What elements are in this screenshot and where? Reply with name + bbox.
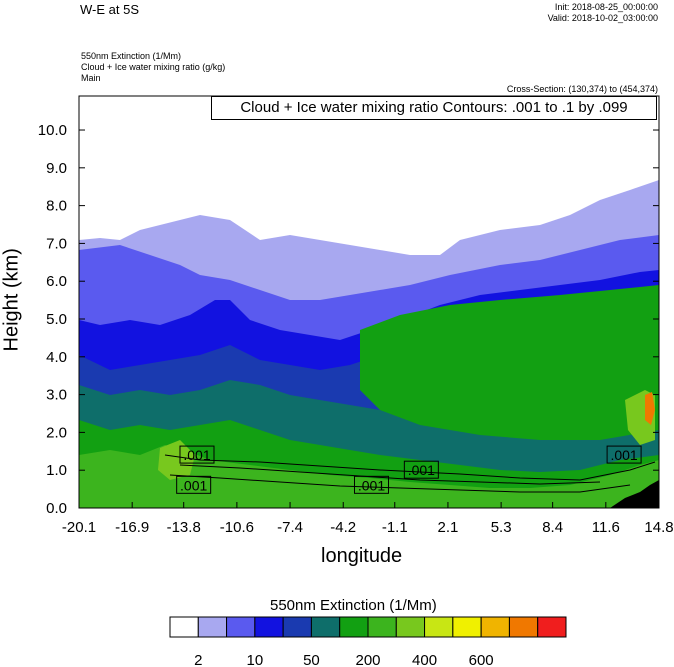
colorbar-label: 600 xyxy=(469,652,494,667)
x-tick-label: -16.9 xyxy=(115,519,149,536)
y-tick-label: 0.0 xyxy=(46,500,67,517)
y-tick-label: 8.0 xyxy=(46,198,67,215)
field-band-green-upper xyxy=(360,285,659,440)
y-tick-label: 3.0 xyxy=(46,387,67,404)
cross-section-label: Cross-Section: (130,374) to (454,374) xyxy=(506,84,658,94)
field-band-yellow-green xyxy=(158,440,195,480)
y-tick-label: 5.0 xyxy=(46,311,67,328)
contour-label: .001 xyxy=(183,447,210,463)
x-tick-label: 14.8 xyxy=(644,519,673,536)
colorbar-swatch xyxy=(197,616,228,638)
colorbar-swatch xyxy=(169,616,199,638)
y-tick-label: 7.0 xyxy=(46,235,67,252)
y-tick-label: 9.0 xyxy=(46,160,67,177)
x-tick-label: 5.3 xyxy=(491,519,512,536)
field-label-3: Main xyxy=(81,73,101,83)
colorbar-label: 50 xyxy=(303,652,320,667)
y-tick-label: 1.0 xyxy=(46,462,67,479)
colorbar-swatch xyxy=(452,616,482,638)
y-tick-label: 10.0 xyxy=(38,122,67,139)
colorbar-swatch xyxy=(282,616,312,638)
colorbar-swatch xyxy=(395,616,426,638)
colorbar-label: 10 xyxy=(247,652,264,667)
field-band-hotspot xyxy=(645,392,655,425)
x-tick-label: 11.6 xyxy=(592,519,620,536)
contour-label-box xyxy=(403,460,439,479)
x-tick-label: -20.1 xyxy=(62,519,96,536)
x-tick-label: -1.1 xyxy=(382,519,408,536)
colorbar-label: 200 xyxy=(355,652,380,667)
field-label-1: 550nm Extinction (1/Mm) xyxy=(81,51,182,61)
valid-time: Valid: 2018-10-02_03:00:00 xyxy=(547,13,658,23)
chart-title: W-E at 5S xyxy=(80,2,140,17)
x-tick-label: -13.8 xyxy=(167,519,201,536)
x-axis: -20.1 -16.9 -13.8 -10.6 -7.4 -4.2 -1.1 2.1 5.3 8.… xyxy=(62,502,674,536)
contour-label-box xyxy=(176,475,212,494)
x-tick-label: 2.1 xyxy=(438,519,459,536)
colorbar-label: 400 xyxy=(412,652,437,667)
y-tick-label: 4.0 xyxy=(46,349,67,366)
contour-label: .001 xyxy=(180,477,207,493)
y-axis: 0.0 1.0 2.0 3.0 4.0 5.0 6.0 7.0 8.0 9.0 10.0 xyxy=(38,122,659,517)
colorbar-swatch xyxy=(339,616,369,638)
field-label-2: Cloud + Ice water mixing ratio (g/kg) xyxy=(81,62,226,72)
contour-lines xyxy=(164,454,656,493)
contour-label-box xyxy=(179,445,215,464)
colorbar-swatch xyxy=(424,616,454,638)
colorbar-swatch xyxy=(537,616,567,638)
contour-label: .001 xyxy=(408,462,435,478)
y-axis-label: Height (km) xyxy=(0,248,23,352)
y-tick-label: 6.0 xyxy=(46,273,67,290)
x-tick-label: 8.4 xyxy=(542,519,563,536)
contour-label-box xyxy=(606,445,642,464)
colorbar-swatch xyxy=(367,616,397,638)
colorbar-swatch xyxy=(480,616,510,638)
contour-label: .001 xyxy=(358,477,385,493)
extinction-field xyxy=(79,96,659,508)
terrain xyxy=(610,480,659,508)
colorbar-swatch xyxy=(254,616,284,638)
x-tick-label: -7.4 xyxy=(277,519,303,536)
colorbar-swatch xyxy=(226,616,256,638)
contour-info-box: Cloud + Ice water mixing ratio Contours:… xyxy=(211,96,657,120)
colorbar-swatch xyxy=(508,616,539,638)
x-axis-label: longitude xyxy=(321,545,403,567)
colorbar: 2 10 50 200 400 600 xyxy=(169,616,567,667)
colorbar-label: 2 xyxy=(194,652,202,667)
contour-label-box xyxy=(353,475,389,494)
contour-label: .001 xyxy=(610,447,637,463)
colorbar-swatch xyxy=(310,616,341,638)
contour-labels: .001 .001 .001 .001 .001 xyxy=(176,445,642,494)
x-tick-label: -10.6 xyxy=(220,519,254,536)
y-tick-label: 2.0 xyxy=(46,424,67,441)
colorbar-title: 550nm Extinction (1/Mm) xyxy=(270,597,437,614)
x-tick-label: -4.2 xyxy=(330,519,356,536)
init-time: Init: 2018-08-25_00:00:00 xyxy=(554,2,658,12)
